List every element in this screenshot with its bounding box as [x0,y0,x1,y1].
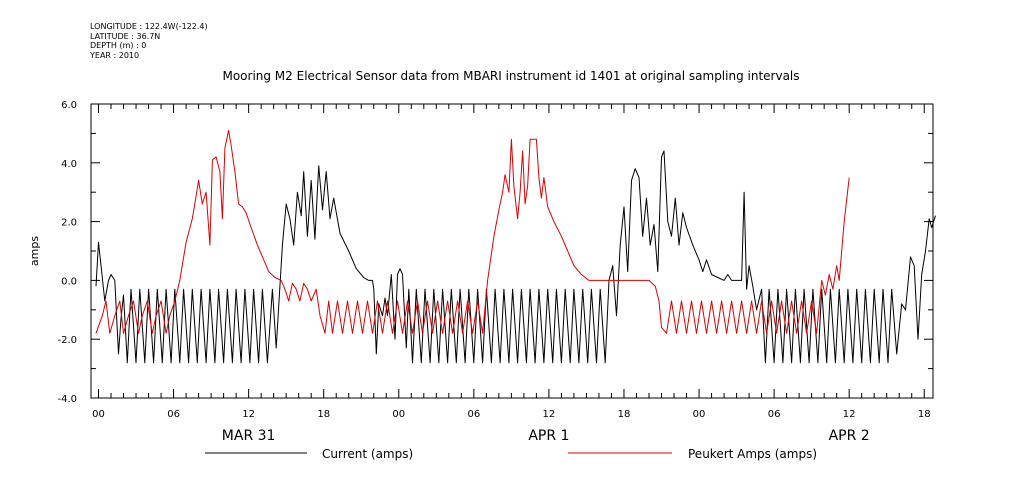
year-text: YEAR : 2010 [90,50,140,60]
metadata-block: LONGITUDE : 122.4W(-122.4) LATITUDE : 36… [90,22,208,60]
axis-labels: -4.0 -2.0 0.0 2.0 4.0 6.0 00 06 12 18 00 06 12 18 00 06… [57,100,930,444]
legend-current-label: Current (amps) [322,447,413,461]
legend-peukert-label: Peukert Amps (amps) [688,447,817,461]
x-tick-label: 00 [693,409,706,420]
x-tick-label: 18 [618,409,631,420]
series-layer [95,130,936,364]
x-tick-label: 18 [317,409,330,420]
legend: Current (amps) Peukert Amps (amps) [205,447,817,461]
y-tick-label: 0.0 [61,276,77,287]
x-tick-label: 06 [768,409,781,420]
date-label: MAR 31 [222,428,276,444]
y-tick-label: -2.0 [57,335,77,346]
chart-title: Mooring M2 Electrical Sensor data from M… [222,69,799,83]
y-tick-label: -4.0 [57,394,77,405]
x-tick-label: 06 [467,409,480,420]
x-tick-label: 18 [918,409,931,420]
x-tick-label: 12 [543,409,556,420]
x-tick-label: 12 [242,409,255,420]
x-tick-label: 00 [392,409,405,420]
x-tick-label: 00 [92,409,105,420]
longitude-text: LONGITUDE : 122.4W(-122.4) [90,22,208,31]
axis-ticks [91,103,933,399]
y-tick-label: 4.0 [61,159,77,170]
x-tick-label: 12 [843,409,856,420]
depth-text: DEPTH (m) : 0 [90,41,147,50]
x-tick-label: 06 [167,409,180,420]
y-tick-label: 2.0 [61,218,77,229]
current-series-line [95,150,936,364]
date-label: APR 2 [829,428,870,444]
latitude-text: LATITUDE : 36.7N [90,31,161,41]
y-axis-label: amps [28,236,41,266]
y-tick-label: 6.0 [61,100,77,111]
peukert-series-line [95,130,850,334]
date-label: APR 1 [528,428,569,444]
